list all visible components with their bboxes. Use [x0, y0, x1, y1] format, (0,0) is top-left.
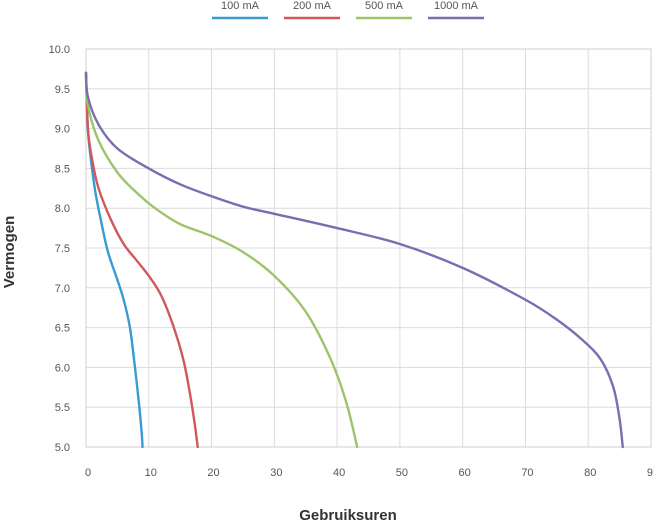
y-tick-label: 5.5	[55, 402, 70, 414]
y-tick-label: 10.0	[49, 44, 70, 56]
x-tick-label: 40	[333, 467, 345, 479]
y-tick-label: 8.5	[55, 163, 70, 175]
series-line-100-ma	[84, 71, 144, 449]
x-tick-label: 70	[521, 467, 533, 479]
legend-label-100-ma: 100 mA	[221, 0, 260, 12]
y-tick-label: 9.0	[55, 124, 70, 136]
x-tick-label: 0	[85, 467, 91, 479]
x-tick-label: 90	[647, 467, 653, 479]
grid	[85, 48, 652, 448]
x-tick-label: 80	[584, 467, 596, 479]
x-tick-label: 20	[207, 467, 219, 479]
x-tick-label: 30	[270, 467, 282, 479]
x-axis-title: Gebruiksuren	[299, 507, 397, 521]
x-tick-label: 50	[396, 467, 408, 479]
series-line-500-ma	[84, 71, 359, 449]
x-tick-label: 60	[459, 467, 471, 479]
y-axis-ticks: 5.0 5.5 6.0 6.5 7.0 7.5 8.0 8.5 9.0 9.5 10.0	[49, 44, 70, 454]
plot-area	[85, 48, 652, 448]
series-line-200-ma	[84, 71, 199, 449]
x-tick-label: 10	[145, 467, 157, 479]
y-tick-label: 8.0	[55, 203, 70, 215]
y-axis-title: Vermogen	[1, 216, 18, 289]
legend-label-1000-ma: 1000 mA	[434, 0, 479, 12]
series-line-1000-ma	[84, 71, 624, 449]
x-axis-ticks: 0 10 20 30 40 50 60 70 80 90	[85, 467, 653, 479]
y-tick-label: 6.0	[55, 362, 70, 374]
y-tick-label: 9.5	[55, 84, 70, 96]
y-tick-label: 5.0	[55, 442, 70, 454]
legend-label-500-ma: 500 mA	[365, 0, 404, 12]
y-tick-label: 7.0	[55, 283, 70, 295]
legend: 100 mA 200 mA 500 mA 1000 mA	[212, 0, 484, 20]
series-lines	[84, 71, 624, 449]
y-tick-label: 7.5	[55, 243, 70, 255]
y-tick-label: 6.5	[55, 323, 70, 335]
legend-label-200-ma: 200 mA	[293, 0, 332, 12]
